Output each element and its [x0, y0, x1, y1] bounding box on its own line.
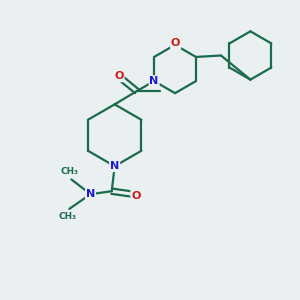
Text: N: N [110, 161, 119, 171]
Text: N: N [149, 76, 159, 86]
Text: CH₃: CH₃ [59, 212, 77, 221]
Text: O: O [131, 190, 141, 201]
Text: O: O [114, 71, 124, 81]
Text: N: N [86, 189, 95, 199]
Text: O: O [171, 38, 180, 48]
Text: CH₃: CH₃ [61, 167, 79, 176]
